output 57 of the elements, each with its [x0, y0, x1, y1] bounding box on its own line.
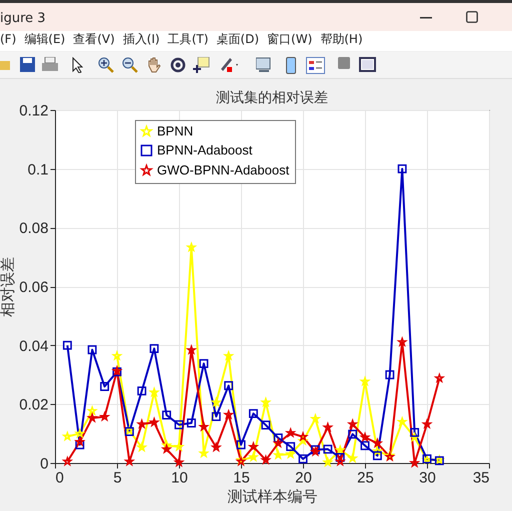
y-tick-label: 0.02	[19, 396, 48, 414]
point	[323, 444, 332, 454]
text: 插入(I)	[122, 32, 160, 46]
point	[199, 359, 208, 368]
legend-label: BPNN-Adaboost	[157, 142, 253, 158]
point	[398, 164, 407, 174]
text: 编辑(E)	[24, 32, 66, 46]
point	[186, 418, 196, 428]
y-tick-label: 0.12	[19, 102, 48, 120]
x-tick-label: 5	[113, 470, 122, 486]
text: 窗口(W)	[267, 32, 312, 46]
point	[286, 442, 296, 451]
y-tick-label: 0.04	[19, 338, 48, 355]
legend-label: GWO-BPNN-Adaboost	[157, 162, 290, 178]
y-tick-label: 0.1	[28, 161, 48, 178]
point	[212, 412, 221, 421]
point	[298, 454, 308, 464]
x-tick-label: 35	[472, 470, 490, 486]
text: (F)	[0, 32, 16, 46]
point	[224, 381, 234, 390]
point	[88, 345, 97, 354]
y-tick-label: 0	[40, 456, 48, 472]
text: 桌面(D)	[216, 32, 260, 46]
x-tick-label: 0	[56, 470, 64, 486]
point	[62, 340, 72, 350]
point	[360, 441, 370, 450]
x-tick-label: 30	[419, 470, 436, 486]
text: igure 3	[0, 11, 46, 26]
point	[274, 434, 283, 442]
point	[75, 440, 84, 450]
point	[162, 410, 172, 420]
point	[248, 409, 258, 418]
text: 查看(V)	[73, 32, 115, 46]
point	[150, 344, 159, 354]
point	[174, 420, 184, 430]
point	[410, 428, 420, 437]
x-tick-label: 10	[171, 470, 188, 486]
y-axis-title: 相对误差	[0, 257, 16, 317]
text: 工具(T)	[168, 32, 208, 46]
x-tick-label: 20	[295, 470, 312, 486]
point	[336, 452, 345, 462]
x-tick-label: 25	[357, 470, 374, 486]
point	[385, 370, 394, 380]
point	[100, 382, 110, 391]
point	[348, 430, 358, 439]
legend-label: BPNN	[157, 124, 194, 138]
point	[137, 386, 146, 396]
point	[310, 445, 320, 454]
chart-title: 测试集的相对误差	[215, 89, 329, 107]
point	[261, 420, 270, 430]
point	[236, 440, 246, 450]
x-tick-label: 15	[233, 470, 250, 486]
y-tick-label: 0.08	[19, 220, 48, 238]
point	[372, 451, 382, 460]
text: 帮助(H)	[320, 32, 363, 46]
y-tick-label: 0.06	[19, 279, 48, 296]
x-axis-title: 测试样本编号	[228, 488, 318, 506]
